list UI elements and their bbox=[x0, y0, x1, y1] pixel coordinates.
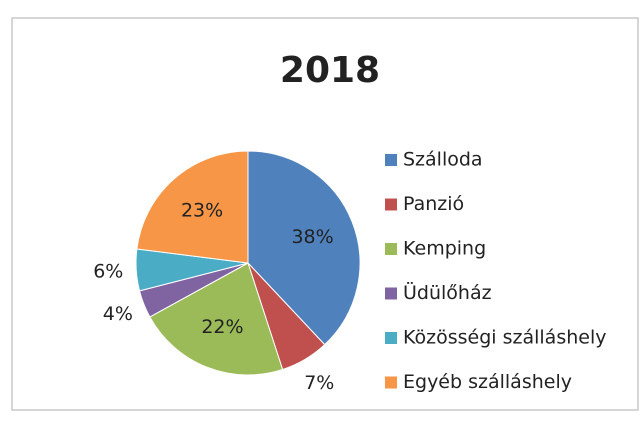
legend-label: Egyéb szálláshely bbox=[403, 371, 572, 393]
legend-swatch bbox=[385, 287, 397, 300]
chart-title: 2018 bbox=[280, 50, 380, 91]
data-label: 22% bbox=[201, 316, 243, 338]
legend-label: Panzió bbox=[403, 193, 464, 215]
data-label: 38% bbox=[291, 226, 333, 248]
legend-label: Szálloda bbox=[403, 149, 483, 171]
legend-swatch bbox=[385, 198, 397, 211]
legend-label: Üdülőház bbox=[403, 281, 492, 304]
legend-swatch bbox=[385, 243, 397, 255]
data-label: 6% bbox=[93, 260, 123, 282]
pie-slice bbox=[136, 150, 249, 264]
pie-slice bbox=[247, 150, 361, 346]
legend-label: Kemping bbox=[403, 238, 486, 260]
legend-swatch bbox=[385, 154, 397, 166]
legend-swatch bbox=[385, 332, 397, 344]
data-label: 23% bbox=[181, 199, 223, 221]
legend-swatch bbox=[385, 376, 397, 389]
legend-label: Közösségi szálláshely bbox=[403, 327, 606, 349]
data-label: 7% bbox=[304, 372, 334, 394]
pie-slice bbox=[149, 262, 284, 376]
data-label: 4% bbox=[103, 303, 133, 325]
